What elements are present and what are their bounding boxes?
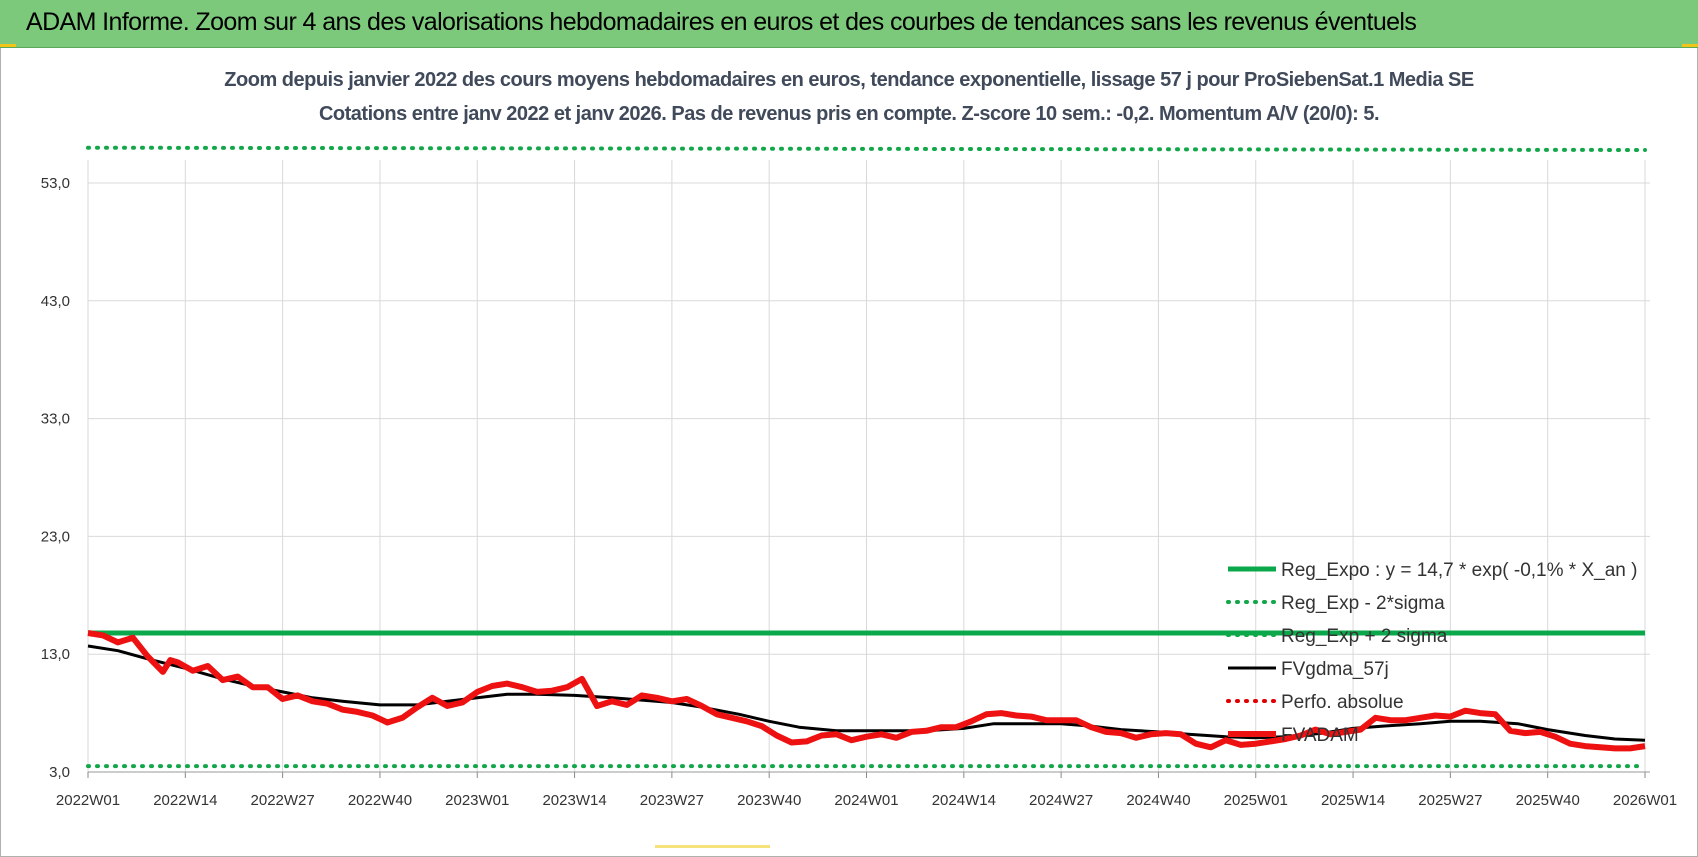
x-tick-label: 2025W40 <box>1516 792 1580 809</box>
series-line-reg-exp-2-sigma <box>86 145 1647 152</box>
chart-title: Zoom depuis janvier 2022 des cours moyen… <box>224 69 1474 91</box>
legend-label: FVADAM <box>1281 725 1359 746</box>
y-tick-label: 53,0 <box>41 175 70 192</box>
corner-mark-right <box>1682 44 1698 47</box>
y-tick-label: 23,0 <box>41 528 70 545</box>
x-tick-label: 2024W01 <box>834 792 898 809</box>
x-tick-label: 2025W01 <box>1224 792 1288 809</box>
x-tick-label: 2025W14 <box>1321 792 1385 809</box>
x-tick-label: 2023W40 <box>737 792 801 809</box>
x-tick-label: 2023W14 <box>542 792 606 809</box>
legend-label: Reg_Exp + 2 sigma <box>1281 626 1448 647</box>
x-tick-label: 2023W27 <box>640 792 704 809</box>
x-tick-label: 2026W01 <box>1613 792 1677 809</box>
series-line-fvgdma-57j <box>87 644 1646 742</box>
y-tick-label: 13,0 <box>41 646 70 663</box>
chart-subtitle: Cotations entre janv 2022 et janv 2026. … <box>318 103 1380 125</box>
legend-label: Reg_Exp - 2*sigma <box>1281 593 1445 614</box>
x-tick-label: 2022W27 <box>251 792 315 809</box>
header-banner: ADAM Informe. Zoom sur 4 ans des valoris… <box>0 0 1698 48</box>
x-tick-label: 2022W40 <box>348 792 412 809</box>
series-line-fvadam <box>87 630 1646 752</box>
x-tick-label: 2024W14 <box>932 792 996 809</box>
y-tick-label: 33,0 <box>41 411 70 428</box>
x-tick-label: 2025W27 <box>1418 792 1482 809</box>
legend-label: Reg_Expo : y = 14,7 * exp( -0,1% * X_an … <box>1281 560 1637 581</box>
legend-label: FVgdma_57j <box>1281 659 1389 680</box>
x-tick-label: 2022W01 <box>56 792 120 809</box>
x-tick-label: 2024W40 <box>1126 792 1190 809</box>
y-tick-label: 43,0 <box>41 293 70 310</box>
corner-mark-left <box>0 44 16 47</box>
page-title: ADAM Informe. Zoom sur 4 ans des valoris… <box>26 8 1417 36</box>
x-tick-label: 2022W14 <box>153 792 217 809</box>
x-tick-label: 2024W27 <box>1029 792 1093 809</box>
x-tick-label: 2023W01 <box>445 792 509 809</box>
bottom-accent <box>655 845 770 848</box>
y-tick-label: 3,0 <box>49 764 70 781</box>
legend-label: Perfo. absolue <box>1281 692 1404 713</box>
